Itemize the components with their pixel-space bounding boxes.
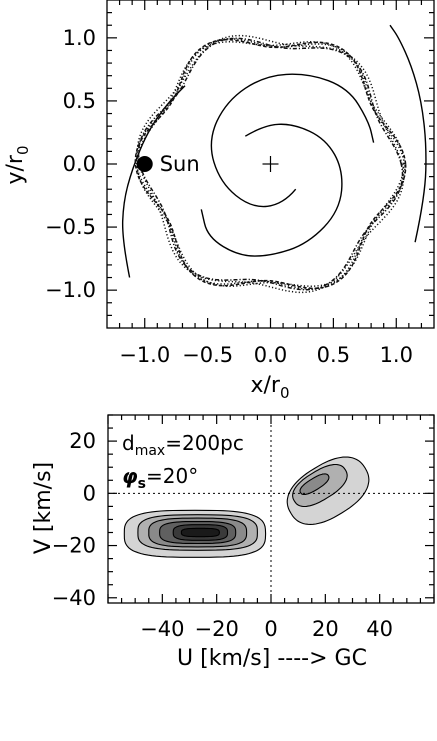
orbit-x-tick-label: −0.5 (182, 343, 233, 367)
velocity-x-tick-label: 20 (312, 617, 339, 641)
orbit-x-axis-label: x/r0 (250, 373, 289, 402)
contour-1-level-6 (180, 527, 220, 538)
velocity-y-tick-label: 0 (83, 481, 96, 505)
orbit-2 (135, 38, 406, 290)
dmax-symbol: d (122, 431, 135, 455)
orbit-x-tick-label: 1.0 (380, 343, 413, 367)
phi-annotation: φs=20° (122, 464, 198, 492)
velocity-y-tick-label: 20 (69, 429, 96, 453)
velocity-panel-y-tick-labels: −40 −20 0 20 (52, 429, 96, 610)
velocity-x-tick-label: −20 (195, 617, 239, 641)
orbit-y-tick-label: −0.5 (45, 215, 96, 239)
orbit-y-axis-label: y/r0 (3, 145, 32, 184)
orbit-x-tick-label: −1.0 (119, 343, 170, 367)
orbit-y-axis-label-main: y/r (3, 154, 28, 184)
orbit-panel: −1.0 −0.5 0.0 0.5 1.0 −1.0−0.50.00.51.0 Sun … (3, 0, 435, 402)
orbit-5 (136, 34, 405, 294)
velocity-x-tick-label: −40 (140, 617, 184, 641)
orbit-y-axis-label-group: y/r0 (3, 145, 32, 184)
orbit-y-tick-label: −1.0 (45, 278, 96, 302)
orbit-y-tick-label: 0.0 (63, 152, 96, 176)
velocity-x-tick-label: 0 (264, 617, 277, 641)
spiral-arm-1 (200, 123, 343, 257)
orbit-y-tick-label: 1.0 (63, 26, 96, 50)
velocity-x-tick-label: 40 (366, 617, 393, 641)
sun-label: Sun (160, 152, 200, 176)
phi-subscript: s (138, 476, 146, 492)
orbit-x-tick-label: 0.0 (254, 343, 287, 367)
spiral-arm-2 (210, 73, 375, 208)
velocity-panel-x-tick-labels: −40 −20 0 20 40 (140, 617, 393, 641)
velocity-y-tick-label: −20 (52, 534, 96, 558)
galactic-center-plus-marker (262, 156, 279, 172)
spiral-arm-4 (389, 24, 427, 243)
velocity-contours (123, 456, 370, 558)
velocity-y-axis-label: V [km/s] (31, 462, 56, 554)
sun-marker (136, 156, 153, 172)
velocity-y-axis-label-group: V [km/s] (31, 462, 56, 554)
orbit-x-tick-label: 0.5 (317, 343, 350, 367)
velocity-x-axis-label: U [km/s] ----> GC (177, 646, 367, 671)
contour-2-level-3 (299, 473, 330, 496)
orbit-x-axis-label-main: x/r (250, 373, 280, 398)
dmax-value: =200pc (165, 431, 244, 455)
phi-value: =20° (146, 464, 198, 488)
dmax-subscript: max (135, 443, 166, 459)
dmax-annotation: dmax=200pc (122, 431, 244, 459)
phi-symbol: φ (122, 464, 138, 488)
zero-lines (108, 415, 434, 603)
orbit-panel-x-tick-labels: −1.0 −0.5 0.0 0.5 1.0 (119, 343, 413, 367)
velocity-y-tick-label: −40 (52, 586, 96, 610)
velocity-panel-ticks (107, 414, 435, 603)
orbit-y-tick-label: 0.5 (63, 89, 96, 113)
orbit-panel-y-tick-labels: −1.0 −0.5 0.0 0.5 1.0 (45, 26, 96, 302)
orbit-4 (134, 38, 407, 290)
orbit-y-axis-label-subscript: 0 (14, 145, 32, 155)
orbit-x-axis-label-subscript: 0 (280, 384, 290, 402)
orbit-panel-ticks (107, 0, 434, 328)
